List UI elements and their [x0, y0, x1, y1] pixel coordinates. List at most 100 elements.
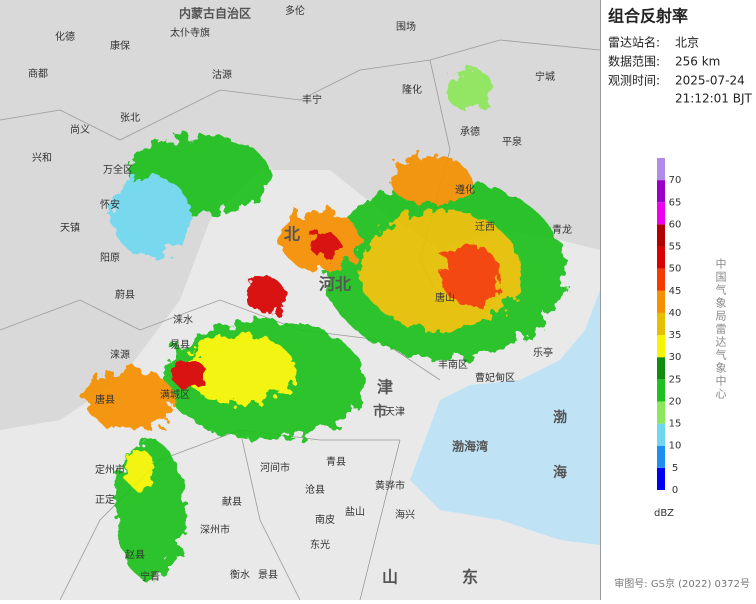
legend-swatch — [657, 202, 665, 225]
map-label: 赵县 — [125, 548, 145, 561]
legend-swatch — [657, 268, 665, 291]
sea — [410, 290, 600, 545]
map-label: 衡水 — [230, 569, 250, 581]
map-label: 隆化 — [402, 83, 422, 96]
map-label: 多伦 — [285, 4, 305, 17]
legend: 0 5 10 15 20 25 30 35 40 45 50 55 60 65 70 — [657, 158, 681, 496]
legend-swatch — [657, 290, 665, 313]
map-label: 迁西 — [475, 221, 495, 233]
panel — [601, 0, 756, 600]
map-label: 海兴 — [395, 508, 415, 521]
map-label: 满城区 — [160, 389, 190, 401]
map-label: 阳原 — [100, 252, 120, 264]
legend-swatch — [657, 445, 665, 468]
legend-label: 20 — [669, 396, 682, 407]
legend-label: 40 — [669, 308, 682, 319]
legend-swatch — [657, 467, 665, 490]
panel-title: 组合反射率 — [608, 7, 688, 26]
map-label: 涞源 — [110, 348, 130, 361]
map-label: 蔚县 — [115, 289, 135, 301]
station-label: 雷达站名: — [608, 35, 660, 50]
time-clock: 21:12:01 BJT — [675, 92, 752, 106]
map-label: 山 — [382, 568, 398, 587]
legend-swatch — [657, 246, 665, 269]
map-label: 东 — [462, 568, 478, 587]
map-label: 东光 — [310, 538, 330, 551]
legend-swatch — [657, 180, 665, 203]
map-label: 天津 — [385, 406, 405, 418]
map-label: 万全区 — [103, 163, 133, 176]
map-label: 渤 — [553, 409, 567, 426]
map-label: 深州市 — [200, 523, 230, 536]
map-label: 易县 — [170, 339, 190, 351]
legend-label: 65 — [669, 197, 682, 208]
legend-unit: dBZ — [654, 508, 674, 519]
legend-swatch — [657, 379, 665, 402]
legend-label: 50 — [669, 264, 682, 275]
legend-label: 70 — [669, 175, 682, 186]
legend-swatch — [657, 335, 665, 358]
map-label: 定州市 — [95, 463, 125, 476]
map-label: 化德 — [55, 30, 75, 43]
map-label: 内蒙古自治区 — [179, 6, 251, 21]
map-label: 平泉 — [502, 135, 522, 148]
station: 北京 — [675, 36, 699, 50]
map-label: 海 — [553, 464, 567, 481]
legend-label: 30 — [669, 352, 682, 363]
map-label: 盐山 — [345, 505, 365, 518]
legend-swatch — [657, 224, 665, 247]
map-label: 河间市 — [260, 461, 290, 474]
legend-swatch — [657, 423, 665, 446]
map-label: 乐亭 — [533, 346, 553, 359]
mountains — [0, 0, 600, 430]
map-label: 河北 — [319, 275, 351, 294]
radar-echo — [85, 70, 565, 580]
map-label: 市 — [373, 403, 387, 420]
legend-swatch — [657, 158, 665, 181]
map-label: 天镇 — [60, 221, 80, 234]
legend-label: 25 — [669, 374, 682, 385]
map-label: 景县 — [258, 569, 278, 581]
footer: 审图号: GS京 (2022) 0372号 — [614, 577, 750, 590]
range: 256 km — [675, 55, 720, 69]
map-label: 承德 — [460, 125, 480, 138]
legend-label: 5 — [672, 463, 678, 474]
map-label: 尚义 — [70, 123, 90, 136]
borders — [0, 39, 600, 600]
map-label: 青龙 — [552, 223, 572, 236]
map-label: 丰南区 — [438, 358, 468, 371]
map-label: 北 — [284, 225, 300, 244]
map-label: 曹妃甸区 — [475, 371, 515, 384]
map-label: 青县 — [326, 455, 346, 468]
map-label: 宁城 — [535, 70, 555, 83]
map-label: 康保 — [110, 39, 130, 52]
map-label: 唐山 — [435, 291, 455, 304]
legend-label: 10 — [669, 441, 682, 452]
map-label: 太仆寺旗 — [170, 26, 210, 39]
time-label: 观测时间: — [608, 74, 660, 88]
legend-label: 15 — [669, 419, 682, 430]
map-label: 遵化 — [455, 183, 475, 196]
map-label: 张北 — [120, 112, 140, 124]
map-label: 宁晋 — [140, 570, 160, 583]
legend-swatch — [657, 312, 665, 336]
map-label: 丰宁 — [302, 93, 322, 106]
map-label: 渤海湾 — [452, 439, 488, 454]
map-label: 献县 — [222, 495, 242, 508]
legend-label: 0 — [672, 485, 678, 496]
map — [0, 0, 600, 600]
map-label: 津 — [377, 378, 393, 397]
legend-swatch — [657, 401, 665, 424]
map-label: 正定 — [95, 493, 115, 506]
legend-swatch — [657, 357, 665, 380]
range-label: 数据范围: — [608, 54, 660, 69]
map-label: 黄骅市 — [375, 479, 405, 492]
map-label: 商都 — [28, 67, 48, 80]
legend-label: 60 — [669, 219, 682, 230]
legend-label: 35 — [669, 330, 682, 341]
map-label: 兴和 — [32, 152, 52, 164]
map-label: 涞水 — [173, 314, 193, 326]
legend-label: 45 — [669, 286, 682, 297]
